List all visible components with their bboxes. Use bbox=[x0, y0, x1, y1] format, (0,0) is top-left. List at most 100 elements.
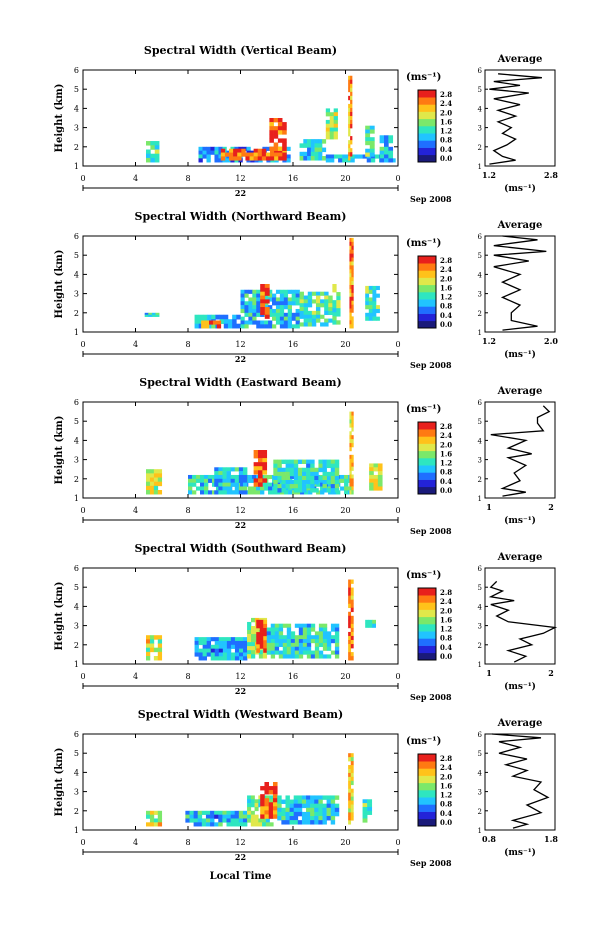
heatmap-cell bbox=[320, 291, 325, 296]
y-tick-label: 5 bbox=[74, 417, 79, 426]
heatmap-cell bbox=[318, 820, 323, 825]
heatmap-cell bbox=[384, 158, 389, 163]
heatmap-cell bbox=[314, 471, 319, 477]
heatmap-cell bbox=[367, 803, 373, 808]
heatmap-cell bbox=[322, 820, 327, 825]
heatmap-cell bbox=[311, 299, 317, 304]
heatmap-cell bbox=[351, 304, 354, 309]
heatmap-cell bbox=[369, 471, 374, 476]
heatmap-cell bbox=[193, 822, 199, 827]
heatmap-cell bbox=[204, 490, 209, 495]
heatmap-cell bbox=[242, 490, 248, 495]
average-y-tick-label: 4 bbox=[478, 437, 483, 445]
heatmap-cell bbox=[206, 652, 212, 657]
heatmap-cell bbox=[301, 795, 307, 800]
heatmap-cell bbox=[260, 287, 266, 292]
heatmap-cell bbox=[289, 467, 295, 473]
heatmap-cell bbox=[368, 285, 373, 291]
heatmap-cell bbox=[365, 312, 370, 317]
heatmap-cell bbox=[268, 308, 273, 314]
heatmap-cell bbox=[370, 158, 376, 163]
colorbar-segment bbox=[418, 147, 436, 156]
heatmap-cell bbox=[303, 322, 309, 327]
heatmap-cell bbox=[286, 623, 292, 628]
heatmap-cell bbox=[263, 623, 268, 629]
heatmap-cell bbox=[206, 158, 211, 163]
heatmap-cell bbox=[311, 318, 317, 323]
heatmap-cell bbox=[376, 308, 380, 314]
colorbar-segment bbox=[418, 624, 436, 632]
heatmap-cell bbox=[222, 652, 228, 657]
heatmap-cell bbox=[285, 475, 291, 481]
heatmap-cell bbox=[247, 799, 252, 804]
heatmap-cell bbox=[351, 245, 354, 250]
heatmap-cell bbox=[334, 627, 340, 632]
heatmap-cell bbox=[306, 799, 311, 804]
heatmap-cell bbox=[250, 810, 255, 815]
heatmap-cell bbox=[282, 130, 287, 135]
heatmap-cell bbox=[234, 810, 240, 815]
heatmap-cell bbox=[322, 635, 328, 640]
heatmap-cell bbox=[218, 467, 223, 472]
heatmap-cell bbox=[150, 141, 156, 146]
heatmap-cell bbox=[222, 474, 227, 480]
average-y-tick-label: 2 bbox=[478, 642, 482, 650]
heatmap-cell bbox=[289, 484, 295, 489]
colorbar-segment bbox=[418, 111, 436, 120]
heatmap-cell bbox=[272, 790, 278, 795]
heatmap-cell bbox=[226, 648, 232, 653]
heatmap-cell bbox=[314, 654, 320, 659]
x-tick-label: 8 bbox=[185, 838, 190, 847]
heatmap-cell bbox=[324, 299, 329, 304]
heatmap-cell bbox=[212, 474, 217, 480]
heatmap-cell bbox=[349, 296, 352, 301]
heatmap-cell bbox=[146, 477, 151, 482]
heatmap-cell bbox=[256, 324, 261, 329]
heatmap-cell bbox=[350, 148, 353, 153]
average-y-tick-label: 6 bbox=[478, 67, 483, 75]
heatmap-cell bbox=[362, 818, 368, 823]
heatmap-cell bbox=[282, 650, 288, 655]
x-tick-label: 12 bbox=[235, 506, 245, 515]
heatmap-cell bbox=[329, 131, 334, 136]
heatmap-cell bbox=[263, 648, 268, 653]
heatmap-cell bbox=[285, 459, 291, 464]
colorbar-segment bbox=[418, 90, 436, 98]
heatmap-cell bbox=[198, 656, 203, 661]
heatmap-cell bbox=[349, 304, 352, 309]
heatmap-cell bbox=[318, 463, 323, 469]
heatmap-cell bbox=[270, 654, 276, 659]
heatmap-cell bbox=[350, 765, 354, 770]
colorbar-tick-label: 2.4 bbox=[440, 763, 452, 772]
heatmap-cell bbox=[251, 654, 256, 659]
heatmap-cell bbox=[351, 281, 354, 286]
heatmap-cell bbox=[340, 478, 345, 483]
heatmap-cell bbox=[351, 277, 354, 282]
heatmap-cell bbox=[326, 799, 332, 804]
heatmap-cell bbox=[297, 459, 303, 464]
heatmap-cell bbox=[227, 319, 233, 324]
heatmap-cell bbox=[270, 639, 276, 644]
average-title: Average bbox=[497, 54, 543, 65]
colorbar-segment bbox=[418, 256, 436, 264]
heatmap-cell bbox=[351, 320, 354, 325]
heatmap-cell bbox=[282, 142, 287, 147]
average-x-tick-label: 2.8 bbox=[544, 170, 558, 180]
heatmap-cell bbox=[253, 152, 259, 157]
heatmap-cell bbox=[240, 297, 245, 302]
heatmap-cell bbox=[264, 299, 270, 304]
heatmap-cell bbox=[286, 154, 291, 159]
heatmap-cell bbox=[318, 642, 324, 648]
heatmap-cell bbox=[373, 474, 379, 480]
heatmap-cell bbox=[348, 156, 351, 161]
heatmap-cell bbox=[310, 650, 316, 655]
heatmap-cell bbox=[261, 148, 267, 153]
heatmap-cell bbox=[318, 467, 323, 473]
heatmap-cell bbox=[230, 652, 236, 657]
heatmap-cell bbox=[299, 143, 304, 148]
colorbar-tick-label: 1.6 bbox=[440, 615, 452, 624]
heatmap-cell bbox=[272, 814, 278, 819]
heatmap-cell bbox=[365, 623, 369, 628]
heatmap-cell bbox=[149, 822, 155, 827]
heatmap-cell bbox=[260, 786, 265, 791]
